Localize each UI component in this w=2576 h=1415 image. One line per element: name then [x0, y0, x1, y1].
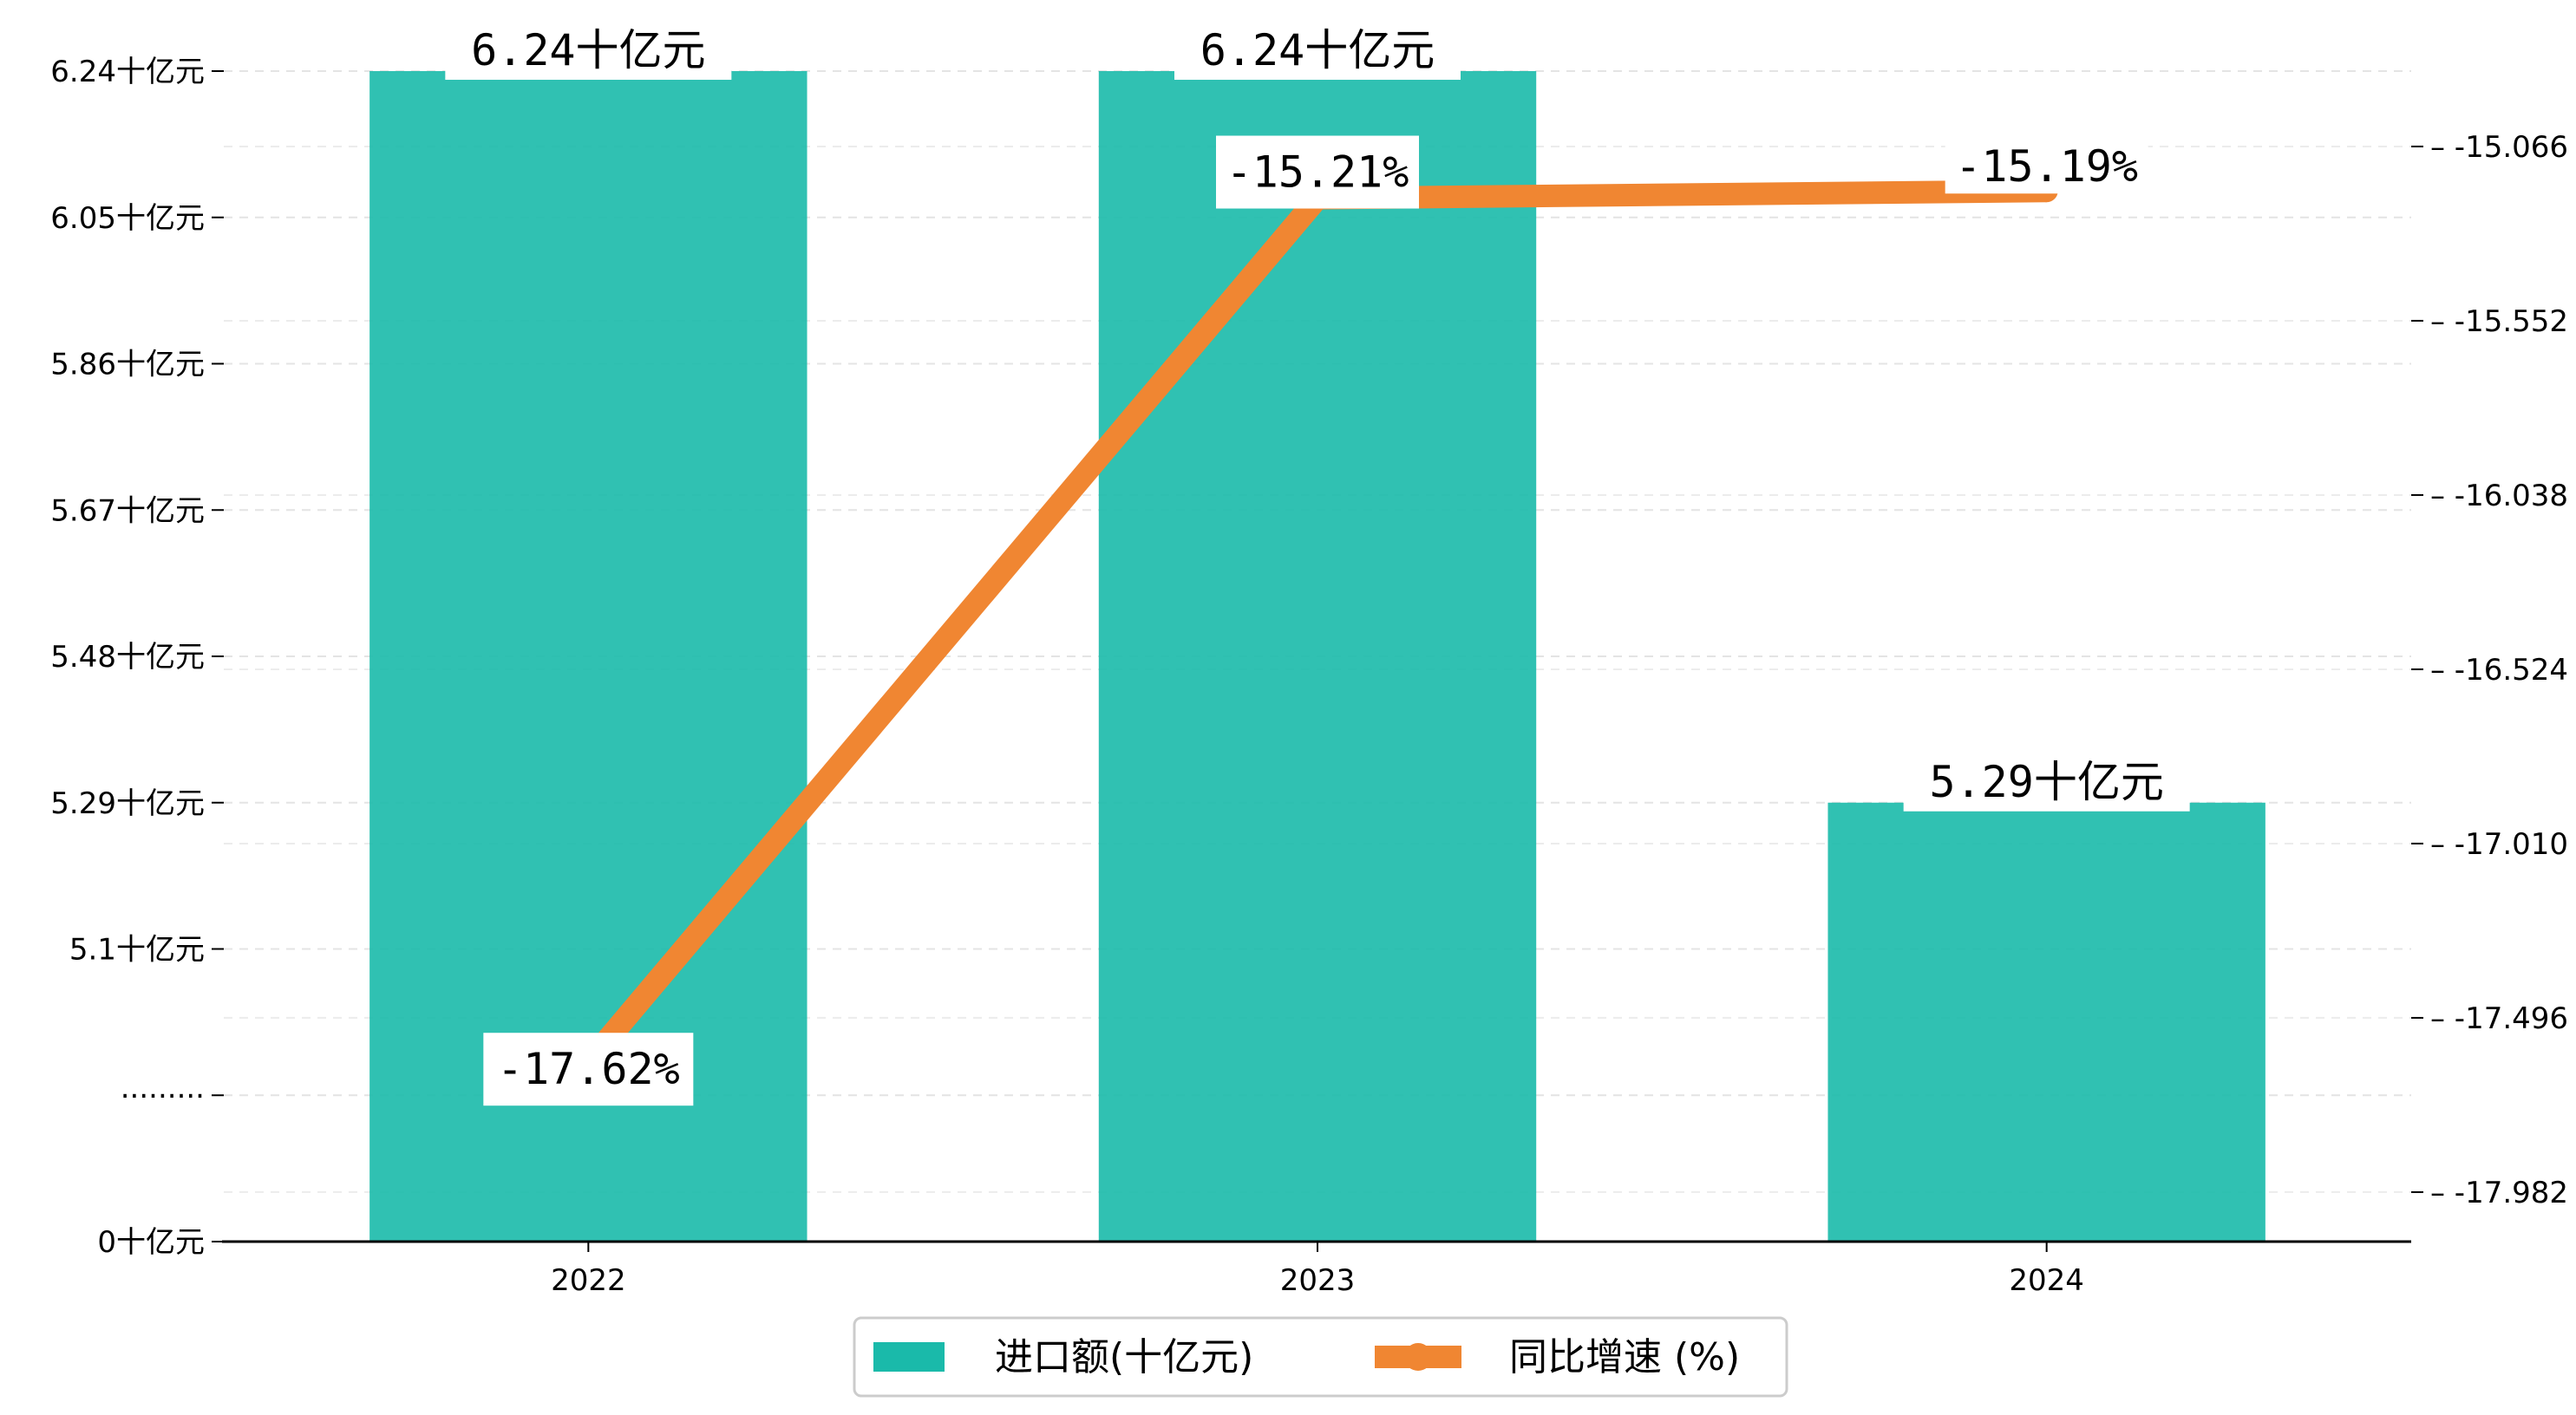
growth-value-label-bg — [1945, 140, 2148, 194]
right-axis-tick-label: – -17.010 — [2430, 827, 2568, 862]
bar-value-label-bg — [445, 21, 732, 80]
x-axis-tick-label: 2023 — [1280, 1263, 1356, 1298]
left-axis-tick-label: ········· — [121, 1079, 205, 1113]
legend-label-line: 同比增速 (%) — [1509, 1335, 1740, 1379]
right-axis-tick-label: – -16.524 — [2430, 653, 2568, 688]
bar-2023 — [1098, 71, 1537, 1242]
x-axis-tick-label: 2022 — [551, 1263, 626, 1298]
left-axis-tick-label: 5.86十亿元 — [50, 348, 205, 382]
bar-series — [369, 71, 2265, 1242]
bar-2024 — [1827, 802, 2265, 1242]
legend-swatch-marker — [1404, 1343, 1432, 1371]
left-axis-tick-label: 5.29十亿元 — [50, 786, 205, 821]
left-axis-tick-label: 0十亿元 — [97, 1225, 205, 1260]
bar-value-label-bg — [1903, 752, 2190, 812]
bar-value-label: 6.24十亿元 — [1200, 25, 1435, 75]
right-axis-tick-label: – -17.496 — [2430, 1001, 2568, 1036]
x-axis-tick-label: 2024 — [2009, 1263, 2084, 1298]
bar-value-label: 6.24十亿元 — [471, 25, 705, 75]
legend[interactable]: 进口额(十亿元) 同比增速 (%) — [853, 1316, 1788, 1398]
legend-label-bar: 进口额(十亿元) — [995, 1335, 1253, 1379]
growth-value-label-bg — [1216, 135, 1419, 209]
left-axis-tick-label: 5.67十亿元 — [50, 493, 205, 528]
right-axis-tick-label: – -15.066 — [2430, 130, 2568, 165]
left-axis: 0十亿元 ········· 5.1十亿元 5.29十亿元 5.48十亿元 5.67十亿元… — [50, 55, 224, 1260]
left-axis-tick-label: 6.05十亿元 — [50, 201, 205, 236]
data-labels: 6.24十亿元 6.24十亿元 5.29十亿元 -17.62% -15.21% -15.1… — [445, 21, 2190, 1106]
left-axis-tick-label: 5.1十亿元 — [69, 933, 205, 968]
growth-value-label: -15.21% — [1226, 147, 1409, 198]
left-axis-tick-label: 6.24十亿元 — [50, 55, 205, 89]
x-axis: 2022 2023 2024 — [222, 1240, 2411, 1298]
right-axis-tick-label: – -16.038 — [2430, 479, 2568, 513]
growth-value-label: -15.19% — [1955, 141, 2138, 192]
left-axis-tick-label: 5.48十亿元 — [50, 640, 205, 675]
right-axis-tick-label: – -17.982 — [2430, 1176, 2568, 1210]
legend-box — [853, 1316, 1788, 1398]
right-axis: – -15.066 – -15.552 – -16.038 – -16.524 – -1… — [2411, 130, 2568, 1210]
growth-value-label: -17.62% — [497, 1044, 680, 1094]
legend-swatch-bar — [873, 1342, 945, 1372]
right-axis-tick-label: – -15.552 — [2430, 304, 2568, 339]
bar-value-label-bg — [1174, 21, 1461, 80]
growth-value-label-bg — [483, 1033, 694, 1106]
bar-value-label: 5.29十亿元 — [1929, 757, 2163, 807]
